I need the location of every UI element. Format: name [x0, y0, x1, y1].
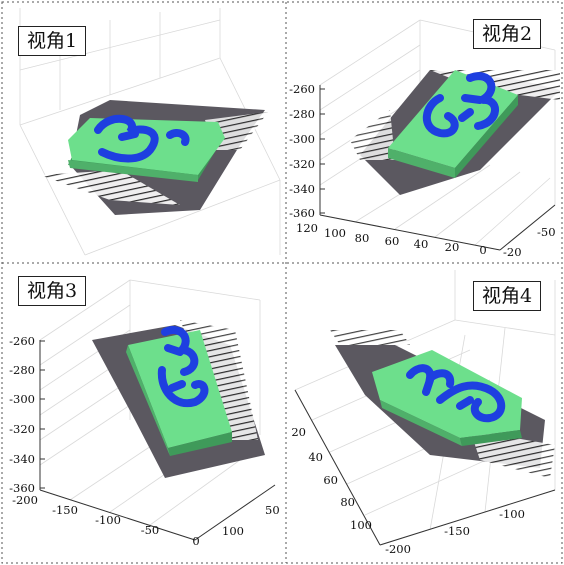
panel-4-y-tick: 80 [340, 495, 355, 509]
panel-3-y-tick: 100 [222, 524, 244, 538]
panel-1 [19, 8, 281, 256]
panel-4-x-tick-labels: -200 -150 -100 [385, 507, 525, 556]
panel-2-z-tick: -320 [289, 157, 315, 171]
panel-2-x-tick: 120 [296, 221, 318, 235]
panel-4-y-tick: 40 [308, 450, 323, 464]
panel-2-y-tick: -20 [503, 245, 522, 259]
panel-4-y-tick: 100 [350, 518, 372, 532]
panel-2-x-tick: 20 [445, 240, 460, 254]
panel-1-numeral-3 [94, 114, 190, 163]
panel-4-x-tick: -150 [444, 524, 470, 538]
panel-3-axis-lines [39, 340, 276, 541]
panel-4-y-tick: 20 [291, 425, 306, 439]
panel-3-x-tick: 0 [192, 534, 199, 548]
panel-3: -260 -280 -300 -320 -340 -360 -200 -150 … [9, 279, 280, 548]
panel-4-label: 视角4 [473, 281, 542, 311]
panel-1-grid [19, 8, 281, 256]
panel-2-y-tick: -50 [537, 225, 556, 239]
panel-3-z-ticks [40, 340, 45, 489]
panel-2-z-tick: -280 [289, 107, 315, 121]
panel-2-x-tick-labels: 120 100 80 60 40 20 0 [296, 221, 487, 257]
panel-3-x-tick: -200 [12, 493, 38, 507]
panel-2-x-tick: 40 [414, 237, 429, 251]
panel-4-numeral-3 [406, 364, 506, 423]
panel-4: 20 40 60 80 100 -200 -150 -100 [291, 270, 556, 556]
panel-2-axis-lines [319, 85, 556, 251]
panel-4-y-tick: 60 [323, 473, 338, 487]
panel-3-y-tick-labels: 50 100 [222, 503, 280, 538]
panel-4-y-tick-labels: 20 40 60 80 100 [291, 425, 372, 532]
panel-2-x-tick: 0 [479, 243, 486, 257]
panel-2-numeral-3 [422, 72, 499, 138]
panel-2-y-tick-labels: -50 -20 [503, 225, 556, 259]
panel-2-label: 视角2 [473, 19, 542, 49]
panel-3-label: 视角3 [18, 276, 87, 306]
panel-3-z-tick-labels: -260 -280 -300 -320 -340 -360 [9, 334, 35, 495]
panel-3-z-tick: -280 [9, 363, 35, 377]
panel-2-x-tick: 80 [355, 231, 370, 245]
panel-3-z-tick: -300 [9, 392, 35, 406]
panel-3-x-tick: -50 [141, 523, 160, 537]
panel-4-axis-lines [294, 389, 556, 546]
panel-4-x-tick: -200 [385, 542, 411, 556]
panel-3-z-tick: -260 [9, 334, 35, 348]
panel-3-x-tick: -100 [95, 513, 121, 527]
panel-3-numeral-3 [157, 326, 209, 408]
panel-2-x-tick: 60 [385, 234, 400, 248]
panel-3-z-tick: -360 [9, 481, 35, 495]
panel-3-z-tick: -320 [9, 422, 35, 436]
panel-3-z-tick: -340 [9, 452, 35, 466]
panel-2-z-tick: -300 [289, 132, 315, 146]
panel-2-z-tick: -260 [289, 82, 315, 96]
panel-2-z-ticks [320, 88, 325, 214]
panel-2-x-tick: 100 [324, 226, 346, 240]
panel-1-label: 视角1 [18, 26, 87, 56]
panel-2: -260 -280 -300 -320 -340 -360 120 100 80… [289, 19, 560, 259]
panel-3-grid [39, 279, 276, 541]
panel-3-y-tick: 50 [265, 503, 280, 517]
panel-2-z-tick: -360 [289, 206, 315, 220]
panel-2-z-tick-labels: -260 -280 -300 -320 -340 -360 [289, 82, 315, 220]
panel-4-x-tick: -100 [499, 507, 525, 521]
panel-2-z-tick: -340 [289, 182, 315, 196]
panel-3-x-tick-labels: -200 -150 -100 -50 0 [12, 493, 200, 548]
panel-3-x-tick: -150 [52, 503, 78, 517]
